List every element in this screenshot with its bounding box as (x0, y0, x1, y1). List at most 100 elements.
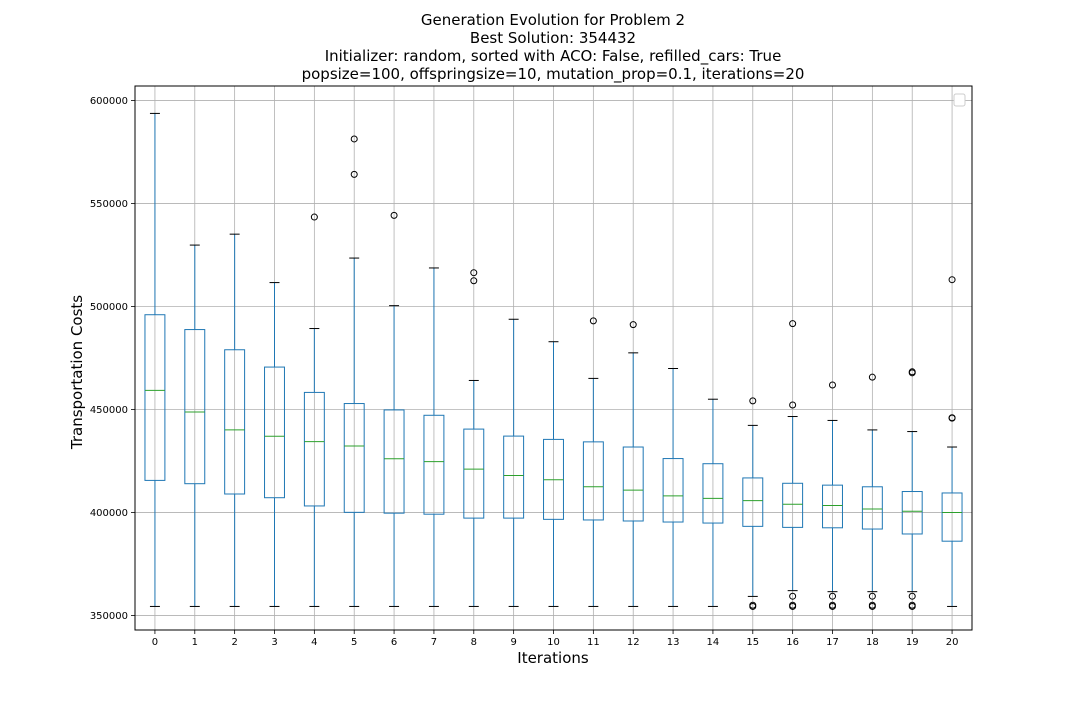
y-tick-label: 450000 (90, 405, 128, 416)
iqr-box (941, 492, 963, 542)
outlier-point (948, 414, 956, 422)
outlier-point (868, 373, 876, 381)
outlier-point (310, 213, 318, 221)
outlier-point (470, 277, 478, 285)
x-tick-label: 2 (231, 637, 237, 648)
outlier-point (908, 601, 916, 609)
outlier-point (749, 601, 757, 609)
x-tick-label: 14 (707, 637, 720, 648)
x-tick-label: 15 (746, 637, 759, 648)
box-8 (463, 269, 485, 607)
x-tick-label: 12 (627, 637, 640, 648)
y-tick-label: 500000 (90, 302, 128, 313)
x-tick-label: 1 (192, 637, 198, 648)
box-20 (941, 276, 963, 607)
iqr-box (463, 428, 485, 519)
iqr-box (662, 458, 684, 523)
y-tick-label: 600000 (90, 96, 128, 107)
box-3 (264, 282, 285, 607)
outlier-point (629, 321, 637, 329)
y-tick-label: 350000 (90, 611, 128, 622)
chart-title-line-3: Initializer: random, sorted with ACO: Fa… (324, 47, 782, 65)
x-tick-label: 6 (391, 637, 397, 648)
x-tick-label: 18 (866, 637, 879, 648)
iqr-box (582, 441, 604, 521)
outlier-point (470, 269, 478, 277)
outlier-point (868, 592, 876, 600)
x-axis-label: Iterations (517, 649, 589, 667)
box-17 (822, 381, 843, 610)
box-18 (861, 373, 883, 610)
outlier-point (789, 401, 797, 409)
box-7 (423, 267, 445, 607)
outlier-point (749, 397, 757, 405)
iqr-box (383, 409, 405, 514)
box-16 (782, 320, 804, 610)
box-5 (343, 135, 365, 607)
x-tick-label: 11 (587, 637, 600, 648)
y-axis-label: Transportation Costs (68, 295, 86, 450)
iqr-box (144, 314, 166, 481)
box-6 (383, 211, 405, 607)
box-2 (224, 233, 246, 607)
iqr-box (702, 463, 724, 524)
outlier-point (350, 170, 358, 178)
chart-title-line-4: popsize=100, offspringsize=10, mutation_… (301, 65, 805, 83)
x-tick-label: 19 (906, 637, 919, 648)
outlier-point (908, 592, 916, 600)
iqr-box (423, 414, 445, 515)
x-tick-label: 13 (667, 637, 680, 648)
outlier-point (908, 368, 916, 376)
outlier-point (589, 317, 597, 325)
box-9 (503, 318, 525, 607)
outlier-point (829, 381, 836, 389)
box-0 (144, 112, 166, 607)
y-tick-label: 550000 (90, 199, 128, 210)
x-tick-label: 4 (311, 637, 317, 648)
x-tick-label: 0 (152, 637, 158, 648)
outlier-point (829, 601, 836, 609)
iqr-box (303, 391, 325, 507)
x-tick-label: 9 (510, 637, 516, 648)
iqr-box (224, 349, 246, 495)
x-tick-label: 20 (946, 637, 959, 648)
x-tick-label: 10 (547, 637, 560, 648)
legend-box (953, 93, 966, 107)
iqr-box (184, 329, 206, 485)
iqr-box (901, 491, 923, 535)
box-1 (184, 244, 206, 607)
iqr-box (503, 435, 525, 519)
outlier-point (948, 276, 956, 284)
box-10 (543, 341, 564, 607)
outlier-point (350, 135, 358, 143)
outlier-point (829, 592, 836, 600)
x-tick-label: 3 (271, 637, 277, 648)
outlier-point (868, 601, 876, 609)
iqr-box (822, 484, 843, 529)
box-14 (702, 398, 724, 607)
box-12 (622, 321, 644, 607)
box-11 (582, 317, 604, 607)
iqr-box (343, 403, 365, 513)
x-tick-label: 16 (786, 637, 799, 648)
x-tick-label: 5 (351, 637, 357, 648)
box-19 (901, 368, 923, 610)
x-tick-label: 8 (471, 637, 477, 648)
chart-title-line-2: Best Solution: 354432 (469, 29, 637, 47)
box-15 (742, 397, 764, 610)
box-series (144, 112, 963, 610)
iqr-box (742, 477, 764, 527)
box-13 (662, 368, 684, 607)
outlier-point (390, 211, 398, 219)
outlier-point (789, 601, 797, 609)
box-4 (303, 213, 325, 607)
iqr-box (264, 366, 285, 499)
iqr-box (782, 482, 804, 528)
x-tick-label: 7 (431, 637, 437, 648)
chart-title-line-1: Generation Evolution for Problem 2 (420, 11, 686, 29)
x-axis-ticks: 0 1 2 3 4 5 6 7 8 9 10 11 12 13 14 15 16 17 18 19 20 (152, 630, 959, 648)
outlier-point (789, 592, 797, 600)
y-tick-label: 400000 (90, 508, 128, 519)
iqr-box (861, 486, 883, 530)
